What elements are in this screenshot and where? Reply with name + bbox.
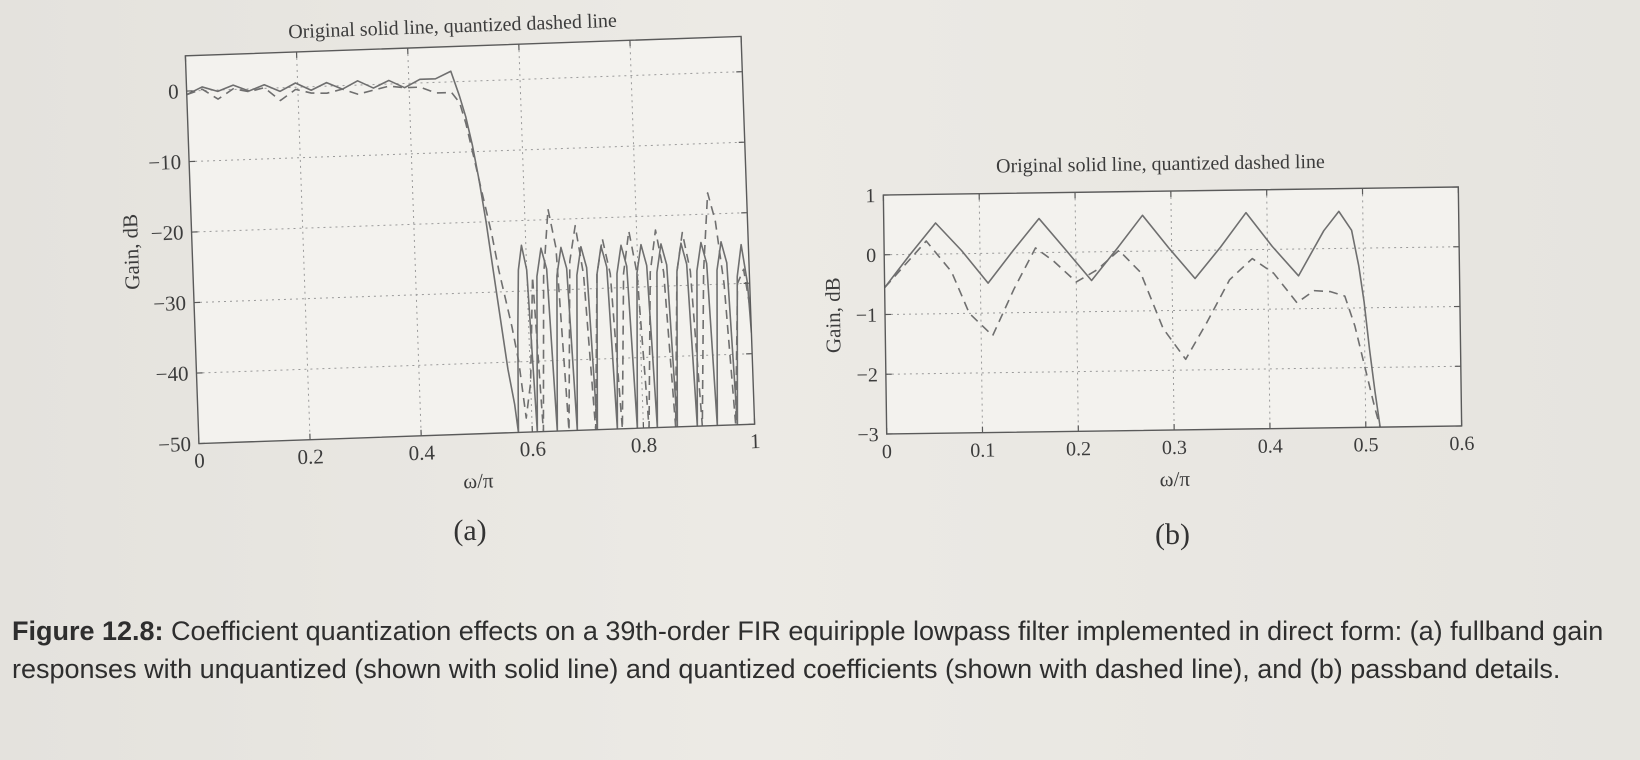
y-tick-label: −50	[158, 432, 192, 457]
x-tick-label: 0.5	[1353, 434, 1378, 456]
grid-line-y	[191, 212, 748, 233]
plot-group: 0 0.2 0.4 0.6 0.8 1 0 −10 −20 −30 −40 −50 Original s…	[118, 10, 761, 494]
y-tick-label: −2	[856, 364, 878, 386]
panel-label: (b)	[1155, 518, 1190, 551]
x-tick-label: 0.2	[1066, 438, 1091, 460]
x-tick-label: 0.6	[1449, 433, 1474, 455]
series-line-dashed	[186, 85, 752, 433]
y-tick-label: 1	[865, 185, 875, 207]
x-tick-label: 0.2	[297, 444, 324, 469]
y-axis-label: Gain, dB	[118, 214, 145, 291]
series-line-solid	[186, 70, 753, 434]
plot-area	[185, 36, 755, 444]
panel-label: (a)	[453, 514, 486, 547]
plot-group: 0 0.1 0.2 0.3 0.4 0.5 0.6 1 0 −1 −2 −3 Original soli…	[821, 151, 1475, 491]
grid-line-x	[1170, 191, 1175, 430]
y-tick-label: −3	[857, 424, 879, 446]
series-line-solid	[884, 210, 1381, 428]
caption-text: Coefficient quantization effects on a 39…	[12, 616, 1604, 684]
y-tick-label: −40	[155, 361, 189, 386]
x-tick-label: 0.4	[1258, 435, 1283, 457]
grid-line-x	[1361, 188, 1367, 428]
chart-title: Original solid line, quantized dashed li…	[288, 10, 617, 43]
y-tick-label: 0	[168, 79, 179, 103]
grid-line-y	[189, 141, 745, 163]
plot-area	[883, 186, 1462, 435]
y-tick-label: −1	[856, 305, 878, 327]
y-axis-label: Gain, dB	[821, 277, 846, 353]
y-tick-label: −10	[148, 150, 182, 175]
grid-line-x	[1266, 189, 1271, 429]
grid-line-y	[186, 71, 743, 92]
x-tick-label: 0.6	[519, 436, 546, 461]
x-tick-label: 0.4	[408, 440, 436, 465]
x-tick-label: 1	[750, 429, 761, 453]
x-axis-label: ω/π	[1160, 467, 1191, 491]
chart-b: 0 0.1 0.2 0.3 0.4 0.5 0.6 1 0 −1 −2 −3 Original soli…	[821, 151, 1475, 551]
x-tick-label: 0	[194, 448, 205, 472]
series-line-dashed	[884, 240, 1381, 428]
x-tick-label: 0.8	[631, 433, 658, 458]
chart-title: Original solid line, quantized dashed li…	[996, 151, 1325, 178]
grid-line-x	[1074, 192, 1079, 432]
x-axis-label: ω/π	[463, 468, 494, 493]
y-tick-label: −30	[153, 291, 187, 316]
caption-lead: Figure 12.8:	[12, 616, 164, 646]
y-tick-label: 0	[866, 245, 876, 267]
x-tick-label: 0.3	[1162, 437, 1187, 459]
grid-line-y	[196, 353, 753, 374]
x-tick-label: 0.1	[970, 439, 995, 461]
y-tick-label: −20	[150, 220, 184, 245]
chart-a: 0 0.2 0.4 0.6 0.8 1 0 −10 −20 −30 −40 −50 Original s…	[118, 10, 761, 547]
grid-line-x	[978, 193, 984, 433]
x-tick-label: 0	[882, 441, 892, 463]
figure-caption: Figure 12.8: Coefficient quantization ef…	[12, 612, 1632, 688]
axes-frame	[184, 35, 756, 445]
